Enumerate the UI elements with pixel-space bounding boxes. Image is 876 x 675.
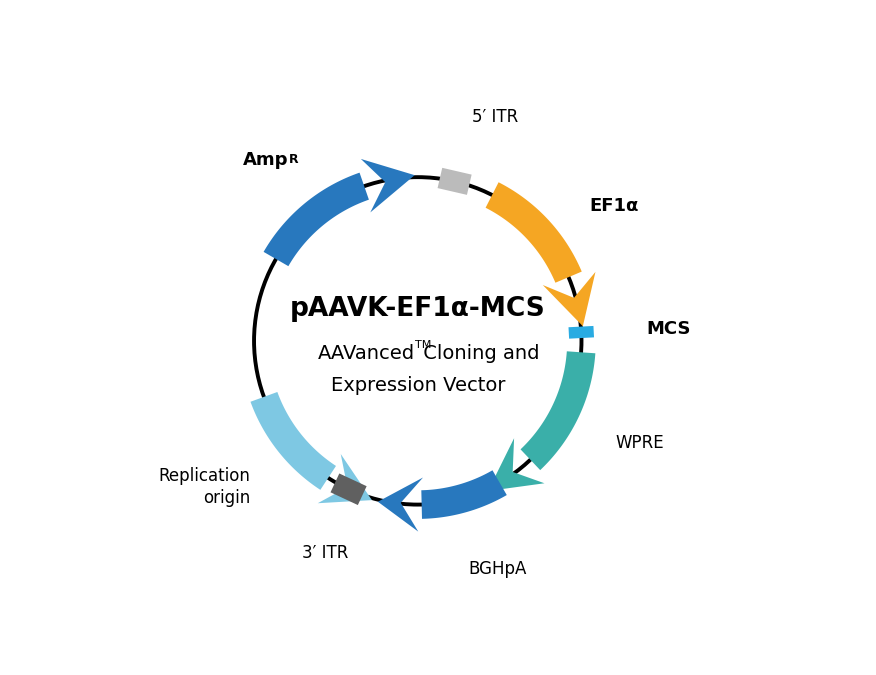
Text: 3′ ITR: 3′ ITR [302, 544, 349, 562]
Polygon shape [361, 159, 414, 213]
Polygon shape [378, 477, 423, 532]
Text: R: R [289, 153, 299, 166]
Text: Amp: Amp [243, 151, 288, 169]
Text: Replication
origin: Replication origin [159, 467, 251, 507]
Text: Cloning and: Cloning and [417, 344, 540, 363]
Polygon shape [569, 326, 594, 339]
Polygon shape [520, 351, 596, 470]
Text: EF1α: EF1α [590, 198, 639, 215]
Text: Expression Vector: Expression Vector [330, 375, 505, 395]
Text: BGHpA: BGHpA [469, 560, 526, 578]
Polygon shape [318, 454, 372, 504]
Polygon shape [251, 392, 336, 490]
Text: WPRE: WPRE [616, 434, 664, 452]
Polygon shape [485, 182, 582, 283]
Polygon shape [330, 473, 367, 505]
Polygon shape [421, 470, 507, 519]
Polygon shape [438, 168, 471, 195]
Text: MCS: MCS [646, 321, 690, 338]
Text: TM: TM [415, 340, 432, 350]
Text: 5′ ITR: 5′ ITR [472, 107, 519, 126]
Text: AAVanced: AAVanced [318, 344, 415, 363]
Polygon shape [488, 438, 545, 491]
Polygon shape [264, 173, 369, 266]
Text: pAAVK-EF1α-MCS: pAAVK-EF1α-MCS [290, 296, 546, 322]
Polygon shape [543, 272, 596, 326]
